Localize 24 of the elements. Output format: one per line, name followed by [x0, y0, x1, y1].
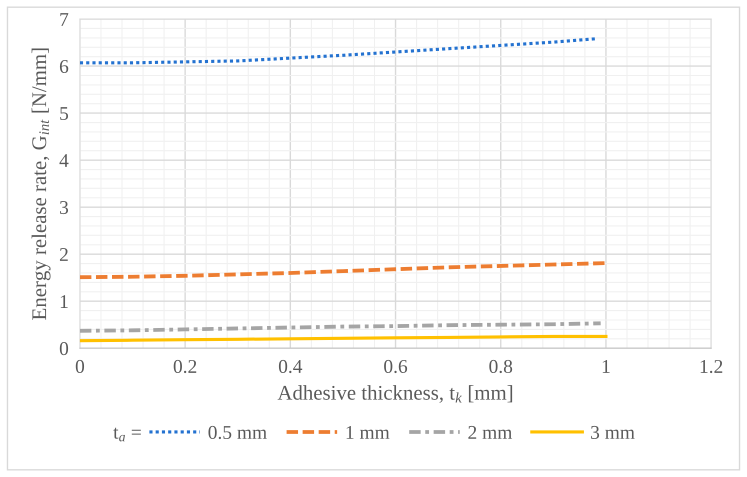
legend-label: 2 mm: [468, 426, 512, 439]
legend-label: 1 mm: [346, 426, 390, 439]
x-tick-label: 0.4: [278, 360, 302, 374]
x-tick-label: 0.8: [489, 360, 512, 374]
y-tick-label: 7: [60, 13, 68, 26]
y-tick-label: 2: [60, 248, 68, 261]
y-tick-label: 6: [60, 60, 68, 74]
x-axis-title: Adhesive thickness, t$_{k}$ [mm]: [278, 385, 512, 403]
line-series: [80, 37, 597, 64]
y-tick-label: 5: [60, 107, 68, 120]
y-tick-label: 1: [60, 295, 68, 308]
x-tick-label: 1: [602, 360, 610, 373]
line-series: [80, 321, 603, 333]
x-tick-label: 1.2: [700, 360, 722, 374]
y-tick-label: 3: [60, 201, 68, 214]
y-axis-title: Energy release rate, G$_{int}$ [N/mm]: [32, 48, 51, 320]
y-tick-label: 0: [60, 342, 68, 356]
legend-label: 3 mm: [591, 426, 635, 439]
x-tick-label: 0: [76, 360, 84, 374]
legend-label: 0.5 mm: [208, 426, 267, 440]
y-tick-label: 4: [59, 154, 69, 167]
x-tick-label: 0.2: [174, 360, 196, 374]
x-tick-label: 0.6: [384, 360, 408, 374]
legend-title: t$_{a}$ =: [113, 428, 141, 442]
